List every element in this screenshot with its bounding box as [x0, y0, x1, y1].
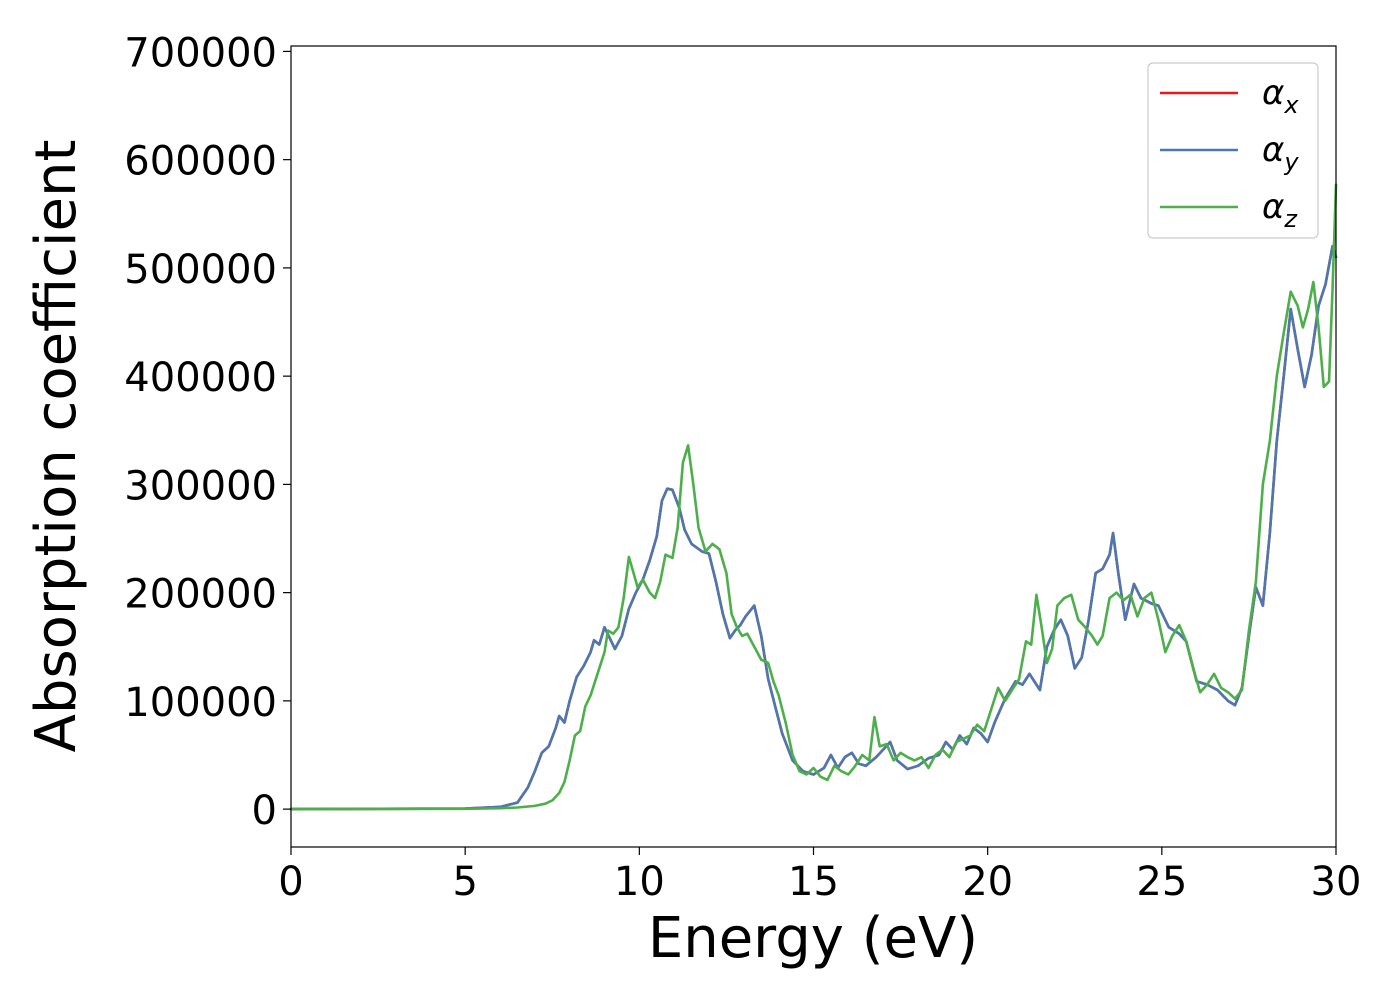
series-line-x: [289, 244, 1338, 811]
y-tick-label: 300000: [124, 463, 277, 509]
x-tick-label: 15: [788, 859, 839, 905]
y-tick-label: 700000: [124, 30, 277, 76]
y-tick-label: 200000: [124, 572, 277, 618]
x-tick-label: 5: [452, 859, 477, 905]
x-tick-label: 30: [1311, 859, 1362, 905]
legend-label-y: αy: [1262, 130, 1299, 176]
legend-label-subscript: y: [1283, 148, 1299, 176]
x-tick-label: 0: [278, 859, 303, 905]
legend-label-subscript: x: [1283, 91, 1299, 119]
series-line-z: [289, 183, 1338, 811]
y-tick-label: 500000: [124, 247, 277, 293]
x-tick-label: 20: [962, 859, 1013, 905]
y-tick-label: 400000: [124, 355, 277, 401]
y-tick-label: 0: [252, 788, 277, 834]
series-layer: [289, 183, 1338, 811]
legend-label-z: αz: [1262, 187, 1298, 233]
x-axis-ticks: 0 5 10 15 20 25 30: [278, 847, 1361, 905]
legend-label-x: αx: [1262, 73, 1299, 119]
legend-label-subscript: z: [1283, 205, 1298, 233]
series-line-y: [289, 244, 1338, 811]
legend-label-symbol: α: [1262, 187, 1284, 227]
y-tick-label: 600000: [124, 139, 277, 185]
y-axis-title: Absorption coefficient: [24, 140, 89, 753]
y-axis-ticks: 0 100000 200000 300000 400000 500000 600000 700…: [124, 30, 291, 834]
x-axis-title: Energy (eV): [648, 906, 978, 971]
x-tick-label: 25: [1136, 859, 1187, 905]
y-tick-label: 100000: [124, 680, 277, 726]
legend-label-symbol: α: [1262, 73, 1284, 113]
legend-label-symbol: α: [1262, 130, 1284, 170]
x-tick-label: 10: [614, 859, 665, 905]
